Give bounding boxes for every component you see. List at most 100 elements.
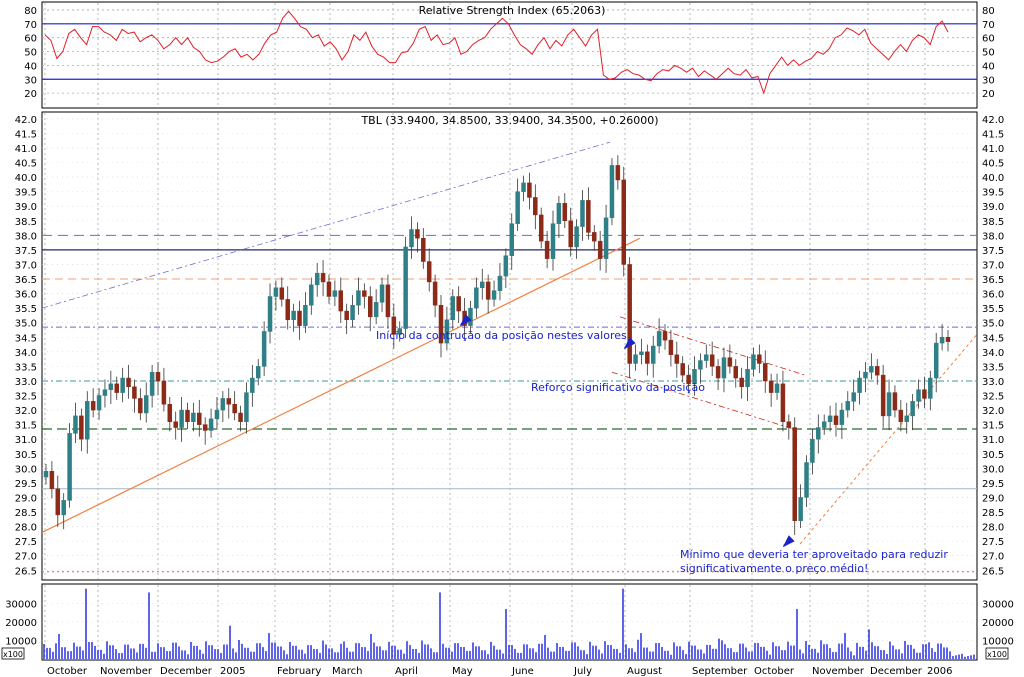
price-tick-label-right: 40.0 — [982, 173, 1004, 184]
rsi-tick-label-right: 70 — [982, 20, 995, 31]
candle-body — [692, 369, 697, 385]
candle-body — [922, 389, 927, 399]
axes: October November December 2005 February March… — [5, 6, 1014, 677]
candle-body — [320, 272, 326, 283]
price-tick-label-left: 40.5 — [15, 159, 37, 170]
price-tick-label-right: 38.0 — [982, 231, 1004, 242]
candle-body — [768, 380, 774, 393]
rsi-tick-label-right: 40 — [982, 61, 995, 72]
price-tick-label-right: 32.0 — [982, 406, 1004, 417]
candle-body — [238, 412, 243, 422]
price-tick-label-right: 34.5 — [982, 333, 1004, 344]
candle-body — [350, 304, 355, 321]
price-tick-label-left: 33.5 — [15, 362, 37, 373]
candle-body — [438, 304, 444, 344]
price-tick-label-left: 28.0 — [15, 523, 37, 534]
candle-body — [367, 296, 373, 318]
x-tick-label: 2005 — [220, 666, 245, 677]
candle-body — [851, 392, 856, 402]
candle-body — [474, 287, 479, 309]
candle-body — [538, 214, 544, 242]
price-tick-label-left: 32.0 — [15, 406, 37, 417]
candle-body — [745, 369, 750, 388]
candle-body — [255, 366, 261, 379]
volume-tick-label-left: 10000 — [5, 637, 37, 648]
candle-body — [208, 418, 214, 431]
candle-body — [261, 331, 267, 367]
candle-body — [804, 462, 809, 498]
candle-body — [155, 371, 161, 382]
price-tick-label-right: 31.5 — [982, 421, 1004, 432]
candle-body — [845, 401, 851, 411]
candle-body — [456, 296, 461, 312]
arrow-icon — [782, 535, 795, 548]
volume-tick-label-left: 20000 — [5, 618, 37, 629]
candle-body — [668, 339, 674, 355]
candle-body — [120, 377, 125, 393]
x-tick-label: October — [754, 666, 795, 677]
price-tick-label-left: 33.0 — [15, 377, 37, 388]
x-tick-label: March — [332, 666, 362, 677]
candle-body — [491, 290, 497, 300]
price-tick-label-left: 30.0 — [15, 464, 37, 475]
candle-body — [757, 354, 762, 364]
x-tick-label: July — [573, 666, 592, 677]
candle-body — [615, 165, 621, 181]
annotation-start-position: Início da contrução da posição nestes va… — [376, 329, 627, 342]
price-tick-label-right: 39.0 — [982, 202, 1004, 213]
price-tick-label-right: 40.5 — [982, 159, 1004, 170]
candle-body — [415, 229, 420, 239]
price-tick-label-left: 35.5 — [15, 304, 37, 315]
volume-unit-left: x100 — [3, 650, 23, 659]
candle-body — [597, 240, 603, 259]
candle-body — [904, 415, 909, 422]
candle-body — [468, 307, 473, 326]
candle-body — [314, 272, 320, 286]
candle-body — [432, 281, 438, 306]
rsi-tick-label-left: 20 — [24, 89, 37, 100]
candle-body — [827, 415, 833, 422]
price-tick-label-right: 30.0 — [982, 464, 1004, 475]
volume-unit-box-left — [1, 647, 25, 660]
candle-body — [326, 281, 332, 297]
candle-body — [114, 383, 119, 393]
price-tick-label-left: 34.5 — [15, 333, 37, 344]
price-tick-label-right: 31.0 — [982, 435, 1004, 446]
arrow-icon — [623, 337, 636, 350]
x-tick-label: November — [100, 666, 153, 677]
candle-body — [762, 363, 768, 382]
candle-body — [886, 392, 892, 417]
candle-body — [61, 500, 66, 516]
price-tick-label-right: 27.5 — [982, 537, 1004, 548]
price-tick-label-left: 32.5 — [15, 392, 37, 403]
rsi-tick-label-left: 70 — [24, 20, 37, 31]
candle-body — [674, 354, 680, 364]
candle-body — [892, 392, 898, 411]
candle-body — [344, 310, 349, 321]
candle-body — [250, 377, 255, 393]
rsi-tick-label-left: 30 — [24, 75, 37, 86]
candle-body — [173, 421, 178, 428]
candle-body — [715, 366, 721, 379]
candle-body — [267, 296, 273, 332]
price-tick-label-right: 36.5 — [982, 275, 1004, 286]
price-tick-label-left: 40.0 — [15, 173, 37, 184]
candle-body — [485, 281, 491, 300]
price-tick-label-right: 41.0 — [982, 144, 1004, 155]
annotation-minimum-line2: significativamente o preço médio! — [680, 562, 868, 575]
candle-body — [656, 331, 662, 347]
volume-tick-label-left: 30000 — [5, 600, 37, 611]
price-tick-label-right: 30.5 — [982, 450, 1004, 461]
candle-body — [875, 366, 880, 376]
candle-body — [916, 389, 921, 402]
candle-body — [503, 255, 509, 277]
x-tick-label: April — [395, 666, 418, 677]
candle-body — [945, 337, 951, 342]
candle-body — [786, 421, 792, 428]
price-tick-label-left: 28.5 — [15, 508, 37, 519]
arrow-icon — [459, 314, 472, 327]
candle-body — [633, 354, 638, 364]
candle-body — [774, 383, 780, 393]
x-tick-label: 2006 — [927, 666, 952, 677]
price-tick-label-right: 29.0 — [982, 493, 1004, 504]
